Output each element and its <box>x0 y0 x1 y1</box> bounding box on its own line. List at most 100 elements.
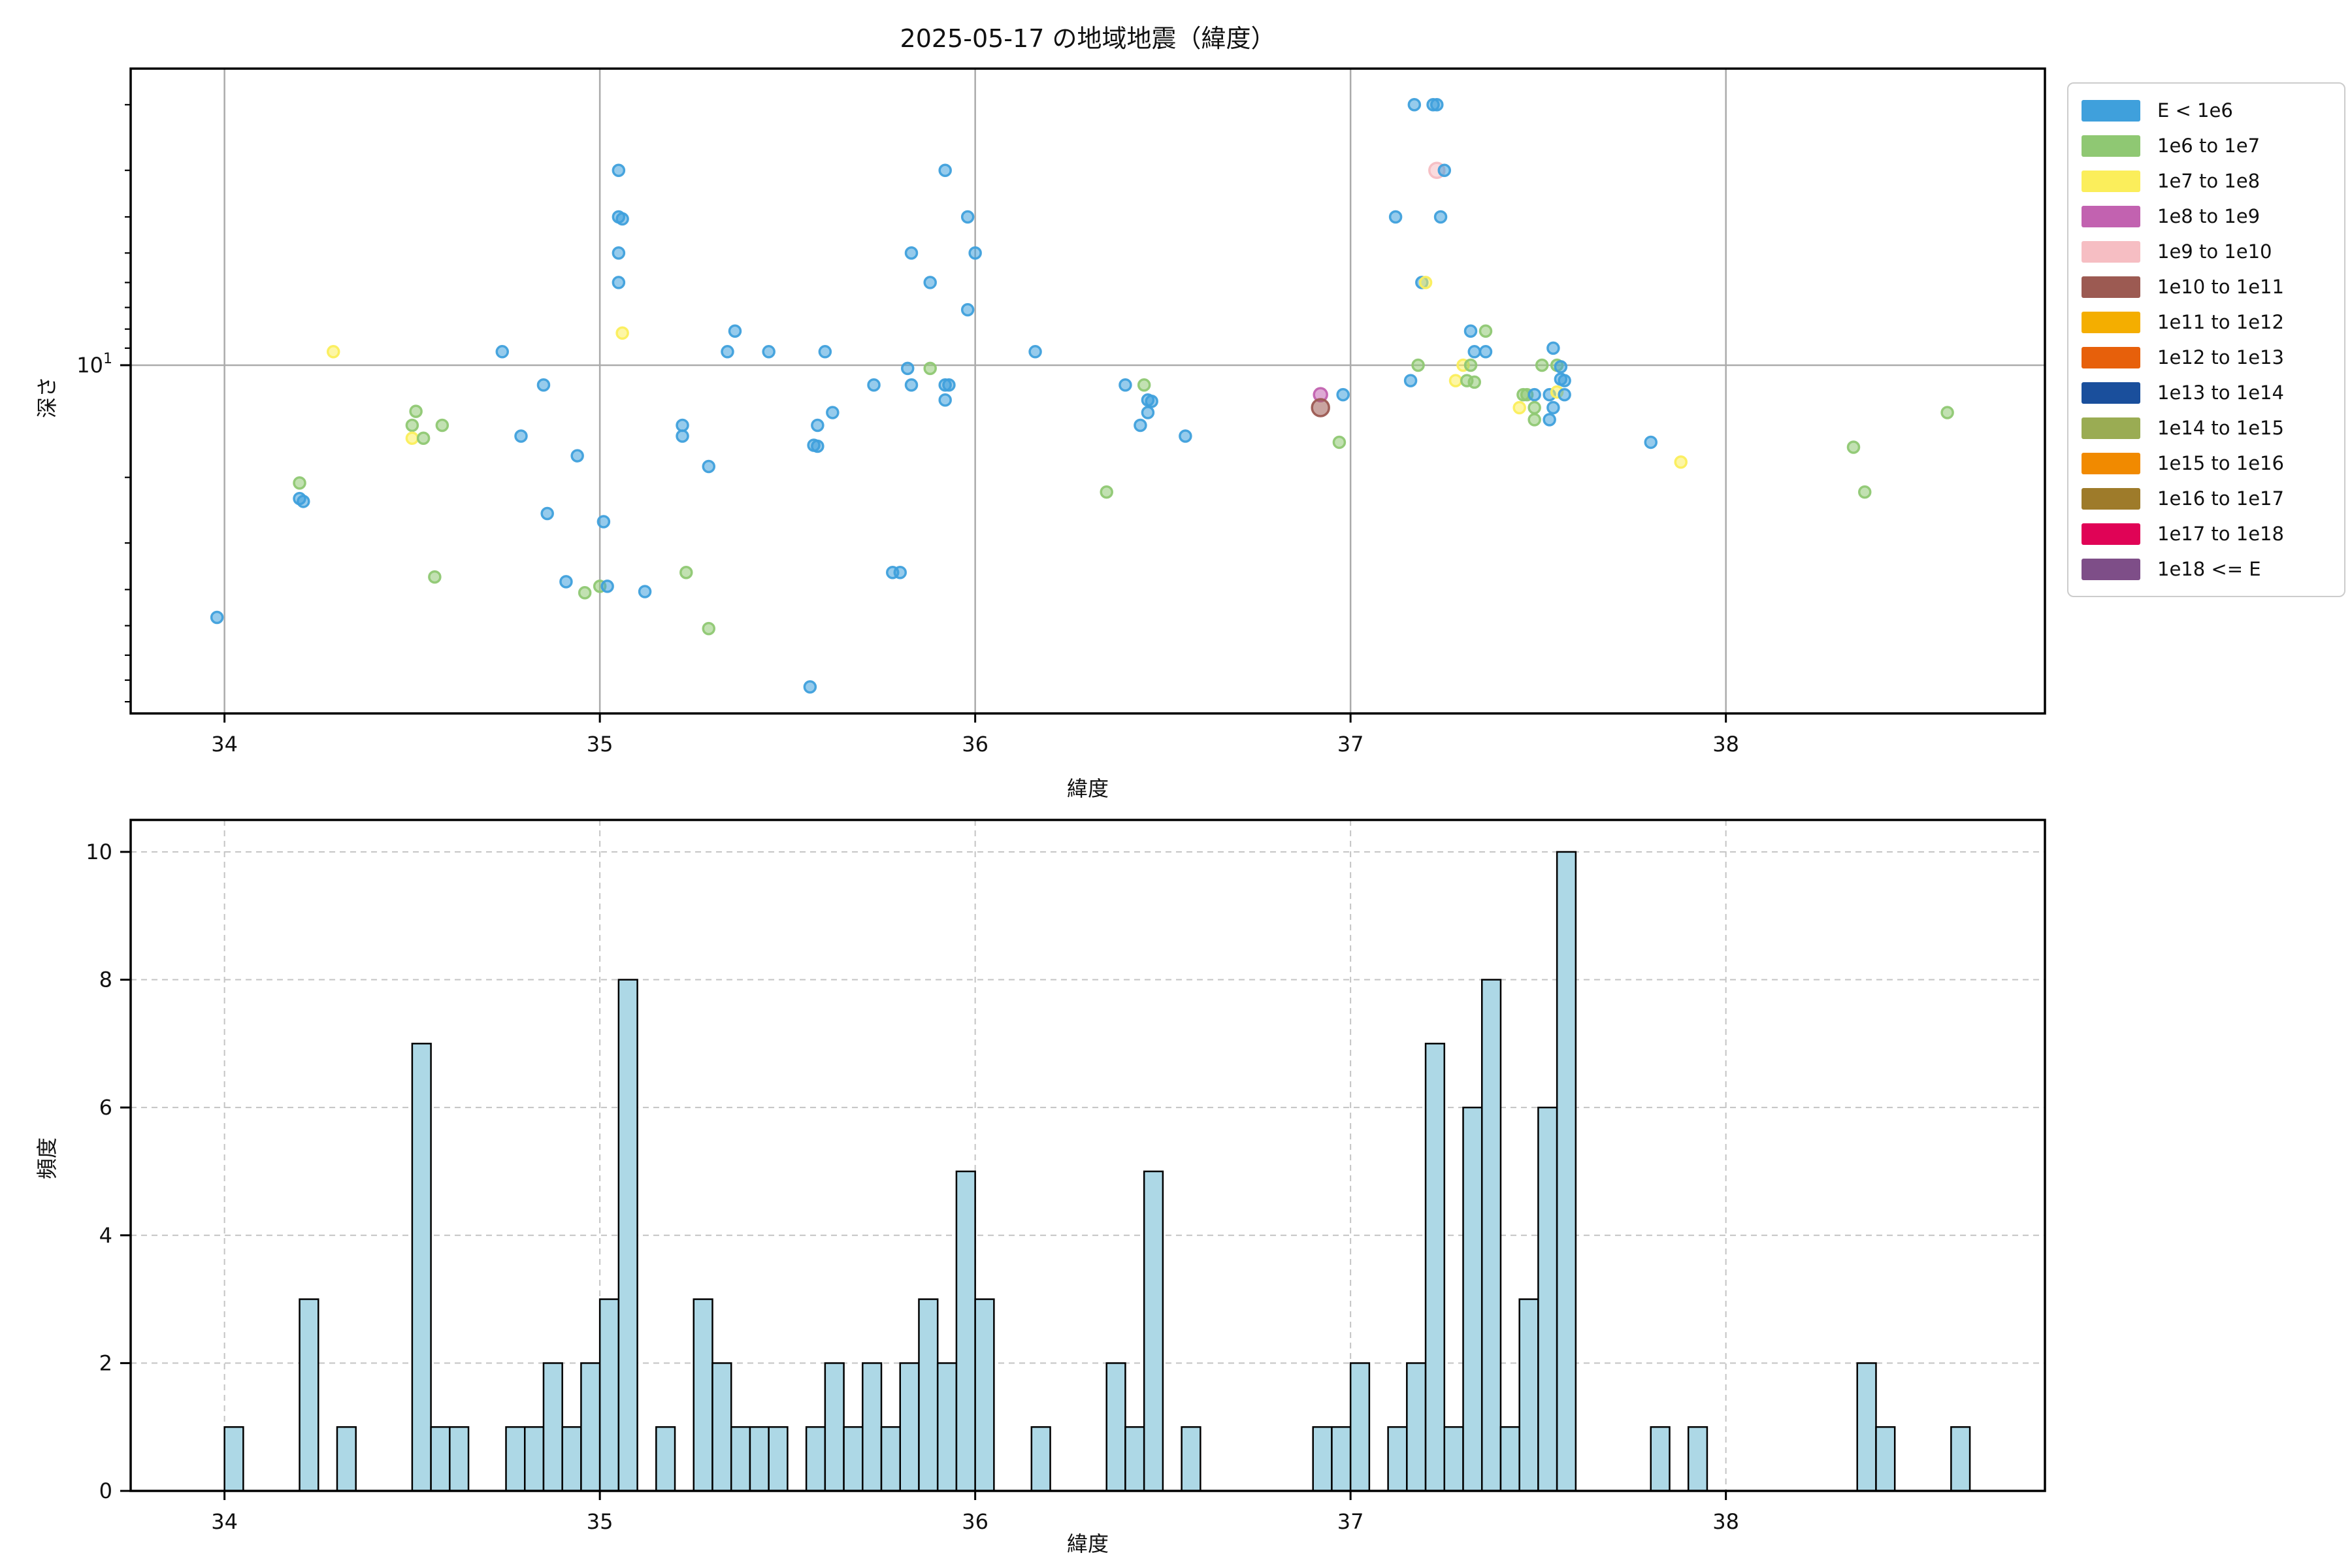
scatter-point <box>615 326 629 340</box>
histogram-bar <box>655 1426 676 1492</box>
histogram-plot: 34 35 36 37 38 0 2 4 6 8 10 <box>86 819 2046 1534</box>
scatter-point <box>1674 455 1688 469</box>
histogram-bar <box>749 1426 770 1492</box>
scatter-point <box>1028 345 1042 359</box>
histogram-bar <box>1406 1362 1427 1492</box>
histogram-bar <box>1650 1426 1671 1492</box>
legend-item-label: 1e13 to 1e14 <box>2157 382 2284 404</box>
legend-item-5: 1e10 to 1e11 <box>2068 269 2344 304</box>
scatter-point <box>960 210 975 224</box>
legend-item-label: 1e6 to 1e7 <box>2157 135 2261 157</box>
scatter-point <box>702 459 715 474</box>
scatter-point <box>570 449 584 463</box>
histogram-bar <box>918 1298 939 1492</box>
histogram-xlabel: 緯度 <box>1066 1531 1109 1556</box>
scatter-point <box>1137 378 1151 392</box>
scatter-point <box>904 378 919 392</box>
legend-item-label: 1e15 to 1e16 <box>2157 452 2284 474</box>
scatter-point <box>938 163 952 177</box>
legend-color-swatch <box>2082 311 2140 333</box>
histogram-bar <box>1124 1426 1145 1492</box>
legend-item-label: 1e9 to 1e10 <box>2157 240 2272 263</box>
scatter-point <box>1119 378 1132 392</box>
scatter-point <box>676 418 689 433</box>
legend-color-swatch <box>2082 523 2140 545</box>
scatter-point <box>326 345 340 359</box>
histogram-bar <box>1687 1426 1708 1492</box>
histogram-bar <box>1518 1298 1539 1492</box>
legend-item-label: 1e16 to 1e17 <box>2157 487 2284 510</box>
legend-color-swatch <box>2082 487 2140 510</box>
histogram-bar <box>1856 1362 1877 1492</box>
y-tick-label: 2 <box>99 1350 112 1375</box>
scatter-point <box>679 566 693 580</box>
scatter-point <box>297 495 310 508</box>
histogram-bar <box>223 1426 244 1492</box>
histogram-bar <box>1480 979 1502 1492</box>
scatter-point <box>1411 358 1425 372</box>
histogram-bar <box>580 1362 601 1492</box>
scatter-point <box>559 575 573 589</box>
histogram-bar <box>805 1426 826 1492</box>
histogram-bar <box>1443 1426 1464 1492</box>
scatter-point <box>938 393 952 407</box>
histogram-bar <box>430 1426 451 1492</box>
histogram-ylabel: 頻度 <box>35 1137 59 1180</box>
y-tick-label: 6 <box>99 1095 112 1120</box>
x-tick-label: 37 <box>1337 732 1364 757</box>
legend-item-6: 1e11 to 1e12 <box>2068 304 2344 340</box>
scatter-ylabel: 深さ <box>35 376 59 419</box>
scatter-point <box>1546 341 1560 355</box>
histogram-bar <box>1462 1106 1483 1492</box>
x-tick-label: 35 <box>587 1509 613 1534</box>
histogram-bar <box>1312 1426 1333 1492</box>
histogram-bar <box>598 1298 620 1492</box>
scatter-point <box>1463 324 1478 338</box>
histogram-bar <box>1349 1362 1371 1492</box>
histogram-bar <box>449 1426 470 1492</box>
scatter-point <box>900 361 915 376</box>
x-tick-label: 38 <box>1712 1509 1739 1534</box>
scatter-point <box>210 610 224 625</box>
legend-item-10: 1e15 to 1e16 <box>2068 446 2344 481</box>
histogram-bar <box>542 1362 563 1492</box>
scatter-point <box>495 345 510 359</box>
scatter-point <box>612 246 626 260</box>
legend: E < 1e6 1e6 to 1e7 1e7 to 1e8 1e8 to 1e9… <box>2067 82 2345 597</box>
legend-item-2: 1e7 to 1e8 <box>2068 163 2344 199</box>
histogram-bar <box>1030 1426 1051 1492</box>
histogram-bar <box>561 1426 582 1492</box>
histogram-bar <box>523 1426 545 1492</box>
legend-item-9: 1e14 to 1e15 <box>2068 410 2344 446</box>
scatter-point <box>702 621 715 636</box>
scatter-point <box>1644 435 1658 449</box>
histogram-bar <box>1387 1426 1408 1492</box>
histogram-bar <box>1537 1106 1558 1492</box>
scatter-point <box>1940 406 1954 419</box>
scatter-point <box>1403 374 1418 387</box>
legend-item-1: 1e6 to 1e7 <box>2068 128 2344 163</box>
legend-item-11: 1e16 to 1e17 <box>2068 481 2344 516</box>
scatter-point <box>762 345 776 359</box>
histogram-bar <box>299 1298 319 1492</box>
y-tick-label: 8 <box>99 968 112 992</box>
legend-color-swatch <box>2082 99 2140 122</box>
legend-item-label: 1e7 to 1e8 <box>2157 170 2261 192</box>
scatter-point <box>1145 394 1158 408</box>
histogram-bar <box>1105 1362 1126 1492</box>
scatter-point <box>893 566 907 580</box>
x-tick-label: 38 <box>1712 732 1739 757</box>
legend-item-label: 1e8 to 1e9 <box>2157 205 2261 227</box>
legend-item-label: 1e12 to 1e13 <box>2157 346 2284 368</box>
legend-item-3: 1e8 to 1e9 <box>2068 199 2344 234</box>
y-tick-label: 0 <box>99 1478 112 1503</box>
scatter-point <box>818 345 832 359</box>
scatter-point <box>728 324 742 338</box>
scatter-point <box>1463 358 1478 372</box>
scatter-point <box>1437 163 1452 177</box>
scatter-point <box>1512 400 1526 415</box>
histogram-bar <box>768 1426 789 1492</box>
scatter-point <box>811 418 825 433</box>
legend-color-swatch <box>2082 276 2140 298</box>
scatter-point <box>1388 210 1403 224</box>
